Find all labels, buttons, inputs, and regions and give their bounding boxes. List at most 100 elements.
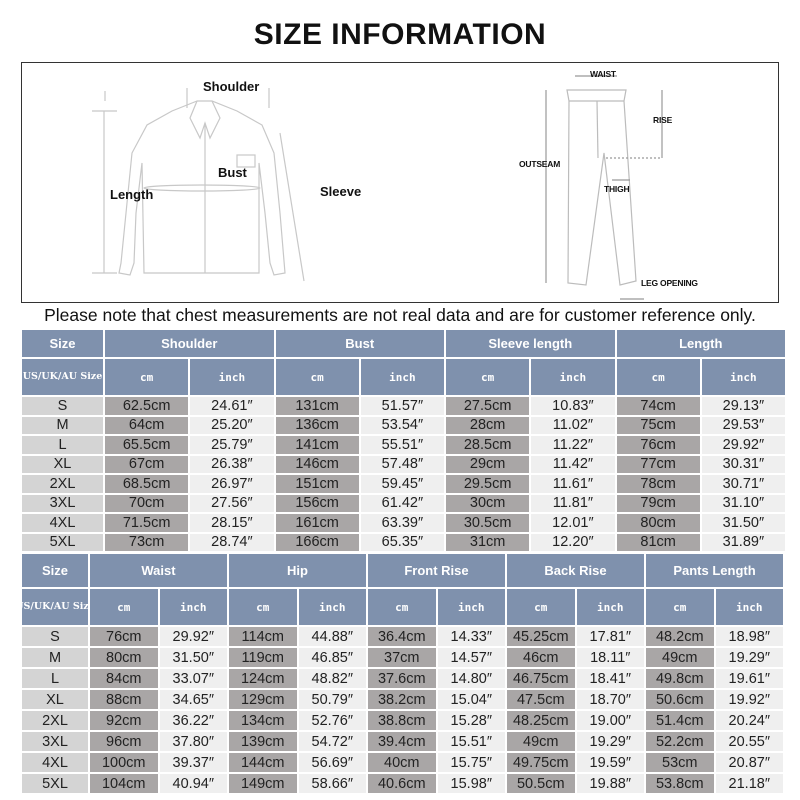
inch-value-cell: 20.24″ <box>715 711 783 730</box>
pants-illustration <box>545 75 663 300</box>
cm-value-cell: 31cm <box>446 533 530 551</box>
inch-value-cell: 52.76″ <box>298 711 366 730</box>
cm-value-cell: 49cm <box>646 648 714 667</box>
cm-value-cell: 144cm <box>229 753 297 772</box>
leg-opening-label: LEG OPENING <box>641 278 698 288</box>
group-header: Length <box>616 330 785 357</box>
inch-value-cell: 59.45″ <box>360 475 444 493</box>
size-cell: XL <box>22 455 103 473</box>
sleeve-label: Sleeve <box>320 184 362 199</box>
cm-value-cell: 80cm <box>90 648 158 667</box>
inch-value-cell: 30.31″ <box>701 455 785 473</box>
inch-value-cell: 18.41″ <box>576 669 644 688</box>
waist-label: WAIST <box>590 69 616 79</box>
size-header: Size <box>22 330 103 357</box>
cm-value-cell: 49cm <box>507 732 575 751</box>
unit-header-inch: inch <box>715 589 783 625</box>
unit-header-inch: inch <box>437 589 505 625</box>
inch-value-cell: 31.50″ <box>159 648 227 667</box>
cm-value-cell: 114cm <box>229 627 297 646</box>
size-cell: 3XL <box>22 494 103 512</box>
unit-header-inch: inch <box>531 359 615 395</box>
inch-value-cell: 55.51″ <box>360 436 444 454</box>
cm-value-cell: 46cm <box>507 648 575 667</box>
size-cell: 2XL <box>22 475 103 493</box>
cm-value-cell: 29.5cm <box>446 475 530 493</box>
inch-value-cell: 15.75″ <box>437 753 505 772</box>
unit-header-inch: inch <box>701 359 785 395</box>
cm-value-cell: 74cm <box>616 397 700 415</box>
inch-value-cell: 58.66″ <box>298 774 366 793</box>
cm-value-cell: 96cm <box>90 732 158 751</box>
cm-value-cell: 68.5cm <box>105 475 189 493</box>
inch-value-cell: 14.33″ <box>437 627 505 646</box>
cm-value-cell: 27.5cm <box>446 397 530 415</box>
inch-value-cell: 18.70″ <box>576 690 644 709</box>
unit-header-inch: inch <box>576 589 644 625</box>
size-subheader: US/UK/AU Size <box>15 589 95 625</box>
cm-value-cell: 50.5cm <box>507 774 575 793</box>
inch-value-cell: 11.42″ <box>531 455 615 473</box>
group-header: Waist <box>90 554 227 587</box>
cm-value-cell: 29cm <box>446 455 530 473</box>
garment-illustrations <box>92 75 663 300</box>
outseam-label: OUTSEAM <box>519 159 561 169</box>
cm-value-cell: 139cm <box>229 732 297 751</box>
cm-value-cell: 50.6cm <box>646 690 714 709</box>
inch-value-cell: 26.38″ <box>190 455 274 473</box>
group-header: Hip <box>229 554 366 587</box>
inch-value-cell: 31.50″ <box>701 514 785 532</box>
cm-value-cell: 131cm <box>275 397 359 415</box>
inch-value-cell: 15.51″ <box>437 732 505 751</box>
page-title: SIZE INFORMATION <box>253 18 547 51</box>
cm-value-cell: 36.4cm <box>368 627 436 646</box>
cm-value-cell: 64cm <box>105 416 189 434</box>
cm-value-cell: 70cm <box>105 494 189 512</box>
cm-value-cell: 151cm <box>275 475 359 493</box>
inch-value-cell: 11.81″ <box>531 494 615 512</box>
cm-value-cell: 40cm <box>368 753 436 772</box>
bottom-size-table: Size Waist Hip Front Rise Back Rise Pants Len… <box>15 554 783 793</box>
cm-value-cell: 100cm <box>90 753 158 772</box>
inch-value-cell: 50.79″ <box>298 690 366 709</box>
inch-value-cell: 37.80″ <box>159 732 227 751</box>
inch-value-cell: 63.39″ <box>360 514 444 532</box>
inch-value-cell: 17.81″ <box>576 627 644 646</box>
cm-value-cell: 75cm <box>616 416 700 434</box>
cm-value-cell: 88cm <box>90 690 158 709</box>
inch-value-cell: 20.87″ <box>715 753 783 772</box>
cm-value-cell: 77cm <box>616 455 700 473</box>
inch-value-cell: 40.94″ <box>159 774 227 793</box>
length-label: Length <box>110 187 154 202</box>
cm-value-cell: 161cm <box>275 514 359 532</box>
cm-value-cell: 30cm <box>446 494 530 512</box>
size-cell: M <box>22 648 88 667</box>
group-header: Shoulder <box>105 330 274 357</box>
cm-value-cell: 84cm <box>90 669 158 688</box>
inch-value-cell: 18.98″ <box>715 627 783 646</box>
size-cell: 5XL <box>22 533 103 551</box>
inch-value-cell: 30.71″ <box>701 475 785 493</box>
size-cell: S <box>22 397 103 415</box>
cm-value-cell: 136cm <box>275 416 359 434</box>
inch-value-cell: 28.74″ <box>190 533 274 551</box>
cm-value-cell: 30.5cm <box>446 514 530 532</box>
unit-header-cm: cm <box>646 589 714 625</box>
size-cell: 2XL <box>22 711 88 730</box>
inch-value-cell: 53.54″ <box>360 416 444 434</box>
inch-value-cell: 11.61″ <box>531 475 615 493</box>
cm-value-cell: 65.5cm <box>105 436 189 454</box>
cm-value-cell: 73cm <box>105 533 189 551</box>
inch-value-cell: 11.22″ <box>531 436 615 454</box>
inch-value-cell: 14.57″ <box>437 648 505 667</box>
inch-value-cell: 19.92″ <box>715 690 783 709</box>
unit-header-cm: cm <box>368 589 436 625</box>
inch-value-cell: 28.15″ <box>190 514 274 532</box>
cm-value-cell: 166cm <box>275 533 359 551</box>
inch-value-cell: 61.42″ <box>360 494 444 512</box>
unit-header-inch: inch <box>298 589 366 625</box>
inch-value-cell: 19.29″ <box>576 732 644 751</box>
unit-header-cm: cm <box>446 359 530 395</box>
size-cell: L <box>22 669 88 688</box>
inch-value-cell: 44.88″ <box>298 627 366 646</box>
